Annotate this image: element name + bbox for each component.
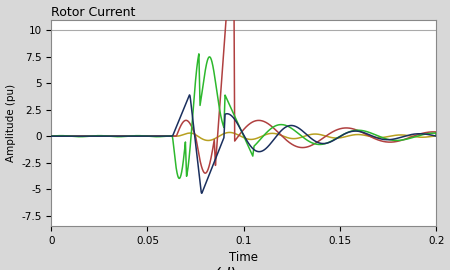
X-axis label: Time: Time <box>229 251 258 264</box>
Text: Rotor Current: Rotor Current <box>51 6 135 19</box>
Y-axis label: Amplitude (pu): Amplitude (pu) <box>5 84 16 162</box>
Text: (d): (d) <box>213 267 237 270</box>
